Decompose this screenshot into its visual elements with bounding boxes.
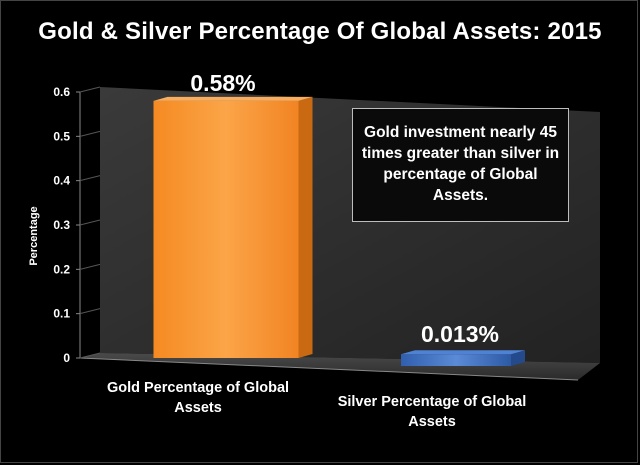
bar-silver-top (401, 350, 525, 355)
category-label-gold: Gold Percentage of Global Assets (106, 380, 290, 416)
data-label-silver: 0.013% (421, 321, 499, 347)
y-tick-depth (79, 130, 101, 137)
y-tick-label: 0.4 (53, 174, 70, 188)
y-tick-label: 0 (63, 351, 70, 365)
y-tick-depth (79, 219, 101, 226)
y-tick-depth (79, 175, 101, 182)
bar-gold (153, 100, 299, 358)
y-tick-label: 0.3 (53, 218, 70, 232)
y-tick-depth (79, 308, 101, 315)
y-tick-label: 0.5 (53, 129, 70, 143)
floor-edge (79, 357, 579, 381)
bar-gold-top (153, 96, 313, 101)
category-label-silver: Silver Percentage of Global Assets (337, 394, 527, 430)
y-tick-depth (79, 263, 101, 270)
y-axis: 0 0.1 0.2 0.3 0.4 0.5 0.6 (53, 85, 101, 365)
y-tick-depth (79, 86, 101, 93)
floor-panel (80, 353, 600, 380)
y-tick-label: 0.2 (53, 262, 70, 276)
y-tick-label: 0.6 (53, 85, 70, 99)
y-tick-depth (79, 352, 101, 359)
bars (153, 96, 525, 366)
bar-gold-side (298, 96, 313, 358)
data-labels: 0.58% 0.013% (190, 70, 499, 347)
chart-title: Gold & Silver Percentage Of Global Asset… (38, 18, 602, 45)
y-tick-label: 0.1 (53, 307, 70, 321)
data-label-gold: 0.58% (190, 70, 255, 96)
bar-silver-side (511, 350, 525, 366)
annotation-box: Gold investment nearly 45 times greater … (352, 108, 569, 222)
bar-silver (401, 354, 511, 366)
